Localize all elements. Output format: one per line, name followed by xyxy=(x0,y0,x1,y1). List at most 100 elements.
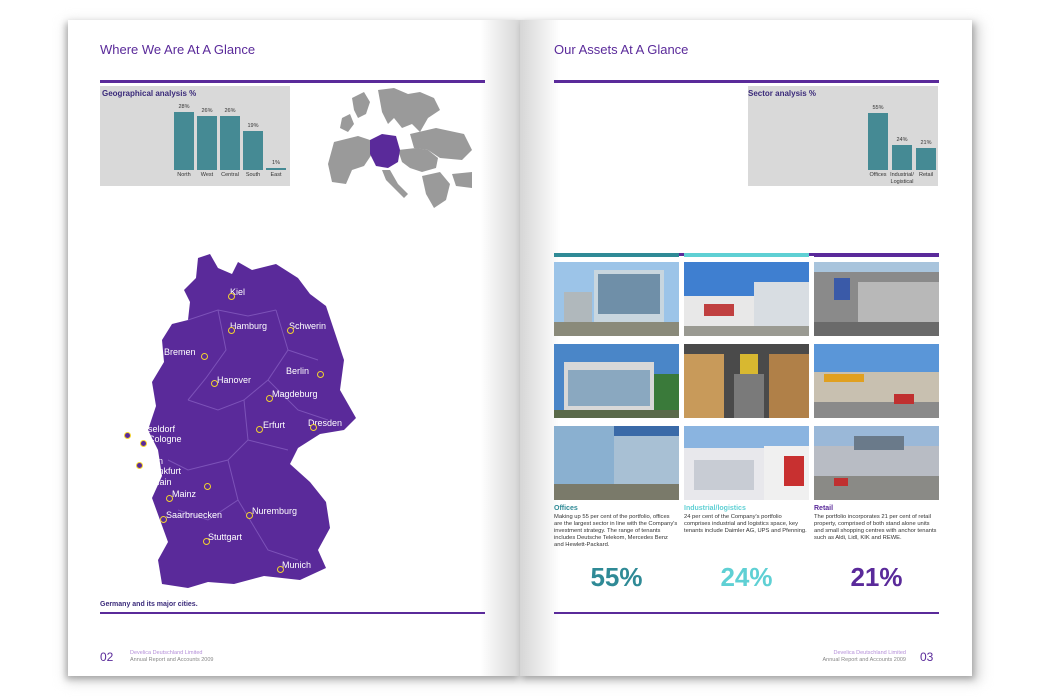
sector-value-label-2: 21% xyxy=(920,140,932,147)
right-bottom-rule xyxy=(554,612,939,614)
sector-bar-0 xyxy=(868,113,888,170)
city-label-munich: Munich xyxy=(282,560,312,570)
city-marker-frankfurt xyxy=(204,483,211,490)
geo-category-label-0: North xyxy=(177,172,191,178)
city-label-saarbruecken: Saarbruecken xyxy=(166,510,223,520)
industrial-photo-2 xyxy=(684,344,809,418)
city-marker-bremen xyxy=(201,353,208,360)
office-photo-1 xyxy=(554,262,679,336)
geo-value-label-2: 26% xyxy=(224,108,236,115)
office-photo-3 xyxy=(554,426,679,500)
retail-photo-1 xyxy=(814,262,939,336)
left-page-number: 02 xyxy=(100,650,114,664)
industrial-percent: 24% xyxy=(720,562,773,592)
city-label-berlin: Berlin xyxy=(286,366,310,376)
city-marker-magdeburg xyxy=(266,395,273,402)
sector-category-label-0: Offices xyxy=(869,172,887,178)
city-label-am-main: am Main xyxy=(137,477,172,487)
geo-category-label-4: East xyxy=(270,172,282,178)
left-bottom-rule xyxy=(100,612,485,614)
city-marker-bonn xyxy=(136,462,143,469)
city-label-dresden: Dresden xyxy=(308,418,343,428)
city-marker-dusseldorf xyxy=(124,432,131,439)
retail-photo-3 xyxy=(814,426,939,500)
right-page: Our Assets At A Glance Sector analysis %… xyxy=(520,20,972,676)
geo-bar-3 xyxy=(243,130,263,170)
city-label-nuremburg: Nuremburg xyxy=(252,506,298,516)
left-page-title: Where We Are At A Glance xyxy=(100,42,256,57)
sector-bar-2 xyxy=(916,148,936,170)
city-label-cologne: Cologne xyxy=(148,434,182,444)
city-label-erfurt: Erfurt xyxy=(263,420,286,430)
geo-bar-0 xyxy=(174,112,194,170)
city-marker-berlin xyxy=(317,371,324,378)
city-marker-cologne xyxy=(140,440,147,447)
retail-accent-bar xyxy=(814,253,939,257)
geographical-chart: Geographical analysis % 28% North 26% West 2… xyxy=(100,86,290,186)
gutter-shade-right xyxy=(520,20,560,676)
city-label-magdeburg: Magdeburg xyxy=(272,389,318,399)
offices-percent: 55% xyxy=(590,562,643,592)
city-label-schwerin: Schwerin xyxy=(289,321,327,331)
germany-map xyxy=(148,254,356,588)
geo-bar-4 xyxy=(266,167,286,170)
geo-value-label-0: 28% xyxy=(178,104,190,111)
left-title-rule xyxy=(100,80,485,83)
right-page-title: Our Assets At A Glance xyxy=(554,42,689,57)
geo-category-label-2: Central xyxy=(221,172,239,178)
city-label-bremen: Bremen xyxy=(164,347,196,357)
offices-accent-bar xyxy=(554,253,679,257)
sector-value-label-1: 24% xyxy=(896,137,908,144)
sector-chart: Sector analysis % 55% Offices 24% Industria… xyxy=(748,86,938,186)
geo-category-label-1: West xyxy=(200,172,214,178)
geo-category-label-3: South xyxy=(245,172,261,178)
retail-percent: 21% xyxy=(850,562,903,592)
city-marker-nuremburg xyxy=(246,512,253,519)
city-label-dusseldorf: Dusseldorf xyxy=(132,424,176,434)
geo-value-label-4: 1% xyxy=(272,159,280,166)
right-title-rule xyxy=(554,80,939,83)
city-marker-hanover xyxy=(211,380,218,387)
city-marker-schwerin xyxy=(287,327,294,334)
left-footer: Develica Deutschland Limited Annual Repo… xyxy=(130,650,213,664)
retail-body: The portfolio incorporates 21 per cent o… xyxy=(814,514,937,541)
right-page-number: 03 xyxy=(920,650,934,664)
city-marker-erfurt xyxy=(256,426,263,433)
city-marker-stuttgart xyxy=(203,538,210,545)
city-label-hamburg: Hamburg xyxy=(230,321,268,331)
industrial-accent-bar xyxy=(684,253,809,257)
retail-photo-2 xyxy=(814,344,939,418)
left-footer-report: Annual Report and Accounts 2009 xyxy=(130,657,214,663)
city-label-bonn: Bonn xyxy=(142,456,164,466)
europe-locator-map xyxy=(328,88,472,208)
city-marker-hamburg xyxy=(228,327,235,334)
sector-category-label-1: Industrial/ Logistical xyxy=(890,172,914,185)
geo-bar-1 xyxy=(197,116,217,170)
city-marker-kiel xyxy=(228,293,235,300)
industrial-photo-3 xyxy=(684,426,809,500)
city-label-stuttgart: Stuttgart xyxy=(208,532,243,542)
sector-category-label-2: Retail xyxy=(918,172,934,178)
industrial-body: 24 per cent of the Company's portfolio c… xyxy=(684,514,807,534)
industrial-photo-1 xyxy=(684,262,809,336)
offices-body: Making up 55 per cent of the portfolio, … xyxy=(554,514,678,548)
city-marker-saarbruecken xyxy=(160,516,167,523)
right-footer-company: Develica Deutschland Limited xyxy=(833,650,906,656)
sector-value-label-0: 55% xyxy=(872,105,884,112)
city-marker-mainz xyxy=(166,495,173,502)
geo-value-label-1: 26% xyxy=(201,108,213,115)
city-label-mainz: Mainz xyxy=(172,489,197,499)
left-footer-company: Develica Deutschland Limited xyxy=(130,650,203,656)
office-photo-2 xyxy=(554,344,679,418)
gutter-shade-left xyxy=(480,20,520,676)
left-page: Where We Are At A Glance Geographical an… xyxy=(68,20,520,676)
industrial-heading: Industrial/logistics xyxy=(684,505,746,512)
map-caption: Germany and its major cities. xyxy=(100,601,198,608)
city-label-kiel: Kiel xyxy=(230,287,246,297)
city-marker-munich xyxy=(277,566,284,573)
sector-chart-title: Sector analysis % xyxy=(748,89,817,98)
right-footer-report: Annual Report and Accounts 2009 xyxy=(822,657,906,663)
right-footer: Develica Deutschland Limited Annual Repo… xyxy=(816,650,906,664)
retail-heading: Retail xyxy=(814,505,834,512)
offices-heading: Offices xyxy=(554,505,578,512)
